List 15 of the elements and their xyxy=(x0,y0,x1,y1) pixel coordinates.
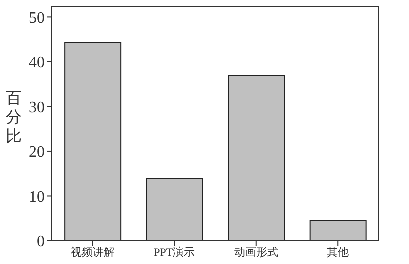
x-tick-label: 动画形式 xyxy=(234,246,278,259)
x-tick-label: 视频讲解 xyxy=(70,246,115,259)
y-tick-label: 10 xyxy=(29,188,45,206)
y-tick-label: 0 xyxy=(37,234,45,251)
y-tick-label: 20 xyxy=(29,144,45,162)
bar xyxy=(146,178,204,241)
x-tick-label: 其他 xyxy=(327,246,350,259)
y-tick-label: 30 xyxy=(29,99,45,116)
y-tick-label: 50 xyxy=(29,10,45,27)
bar xyxy=(228,75,286,241)
bar xyxy=(310,220,367,241)
y-tick-label: 40 xyxy=(29,54,45,72)
y-axis-title: 百分比 xyxy=(6,90,22,146)
x-tick-label: PPT演示 xyxy=(154,246,196,259)
bar xyxy=(64,42,122,241)
